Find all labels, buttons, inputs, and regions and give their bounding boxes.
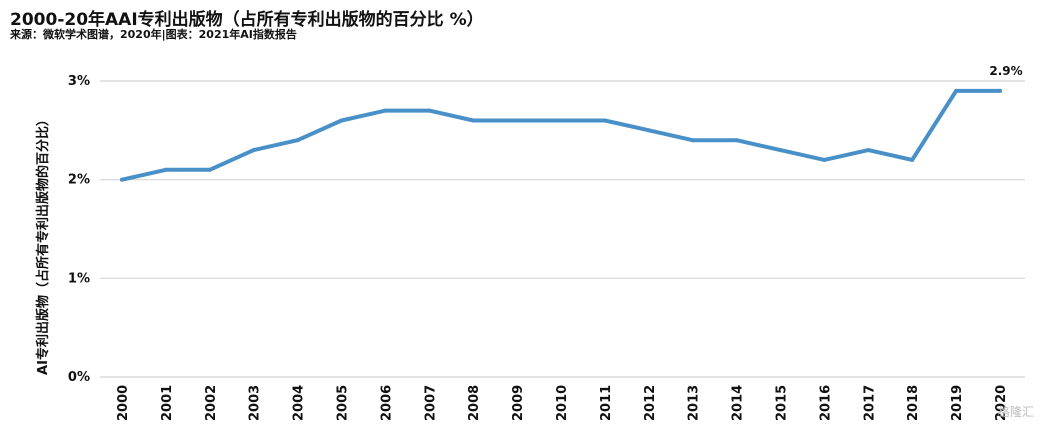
watermark-text: 格隆汇 [997,405,1034,419]
x-tick-label: 2009 [511,385,526,421]
data-point [778,148,783,153]
x-axis-ticks: 2000 2001 2002 2003 2004 2005 2006 2007 2008 2009… [116,385,1009,421]
y-tick-label: 2% [68,173,90,188]
x-tick-label: 2013 [687,385,702,421]
x-tick-label: 2018 [906,385,921,421]
x-tick-label: 2014 [731,385,746,421]
data-point [954,88,959,93]
y-tick-label: 1% [68,271,90,286]
data-point [998,88,1002,93]
x-tick-label: 2007 [423,385,438,421]
data-point [866,148,871,153]
x-tick-label: 2011 [599,385,614,421]
x-tick-label: 2002 [204,385,219,421]
data-label: 2.9% [989,64,1022,78]
data-labels: 2.9% [989,64,1022,78]
x-tick-label: 2000 [116,385,131,421]
data-point [207,167,212,172]
x-tick-label: 2004 [292,385,307,421]
data-point [910,157,915,162]
x-tick-label: 2015 [775,385,790,421]
x-tick-label: 2008 [467,385,482,421]
x-tick-label: 2012 [643,385,658,421]
x-tick-label: 2005 [336,385,351,421]
x-tick-label: 2001 [160,385,175,421]
data-point [120,177,124,182]
data-point [602,118,607,123]
data-point [734,138,739,143]
data-point [163,167,168,172]
data-point [515,118,520,123]
data-point [251,148,256,153]
y-axis-label: AI专利出版物（占所有专利出版物的百分比） [35,113,51,375]
data-point [295,138,300,143]
series-layer [120,88,1002,182]
data-point [646,128,651,133]
data-point [690,138,695,143]
data-point [822,157,827,162]
series-line [120,88,1002,182]
x-tick-label: 2003 [248,385,263,421]
chart-source: 来源：微软学术图谱，2020年|图表：2021年AI指数报告 [10,28,297,41]
y-axis-ticks: 0% 1% 2% 3% [68,74,90,385]
chart-title: 2000-20年AAI专利出版物（占所有专利出版物的百分比 %） [10,10,484,30]
x-tick-label: 2017 [862,385,877,421]
gridlines [100,80,1025,378]
data-point [427,108,432,113]
x-tick-label: 2020 [994,385,1009,421]
data-point [471,118,476,123]
y-tick-label: 0% [68,370,90,385]
x-tick-label: 2006 [379,385,394,421]
x-tick-label: 2019 [950,385,965,421]
x-tick-label: 2010 [555,385,570,421]
data-point [559,118,563,123]
x-tick-label: 2016 [818,385,833,421]
data-point [339,118,344,123]
data-point [383,108,388,113]
y-tick-label: 3% [68,74,90,89]
